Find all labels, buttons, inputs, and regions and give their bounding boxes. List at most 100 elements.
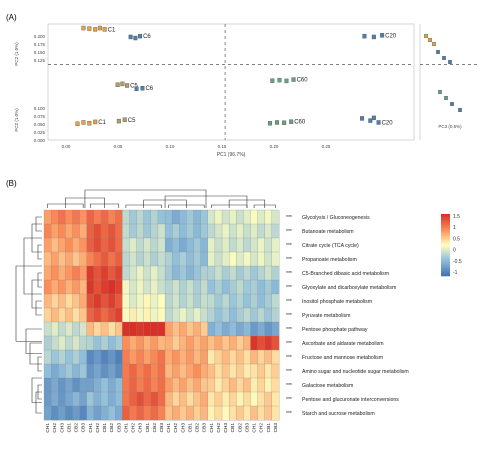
heatmap-cell	[214, 391, 223, 407]
heatmap-cell	[179, 237, 187, 253]
heatmap-cell	[107, 363, 116, 379]
y-tick-label: 0.125	[34, 58, 46, 63]
heatmap-cell	[136, 223, 145, 239]
legend-color-step	[441, 254, 450, 257]
heatmap-cell	[72, 265, 80, 281]
heatmap-cell	[172, 251, 180, 267]
heatmap-cell	[136, 363, 145, 379]
heatmap-cell	[93, 405, 102, 421]
heatmap-cell	[264, 349, 273, 365]
heatmap-cell	[221, 321, 230, 337]
heatmap-cell	[236, 335, 244, 351]
heatmap-cell	[221, 293, 230, 309]
heatmap-cell	[207, 237, 216, 253]
heatmap-cell	[214, 349, 223, 365]
y-tick-label: 0.075	[34, 114, 46, 119]
heatmap-cell	[179, 251, 187, 267]
column-label: CB2	[195, 423, 201, 433]
heatmap-cell	[115, 279, 123, 295]
heatmap-cell	[221, 251, 230, 267]
inset-point	[448, 60, 452, 65]
column-label: CB3	[273, 423, 279, 433]
row-significance: ***	[286, 327, 292, 333]
heatmap-cell	[172, 349, 180, 365]
heatmap-cell	[65, 237, 73, 253]
heatmap-cell	[250, 251, 258, 267]
heatmap-cell	[221, 279, 230, 295]
group-label: C20	[385, 33, 397, 39]
heatmap-cell	[143, 377, 152, 393]
heatmap-cell	[107, 307, 116, 323]
heatmap-cell	[164, 335, 173, 351]
group-label: C60	[297, 78, 309, 84]
group-label: C6	[143, 34, 151, 40]
heatmap-cell	[172, 405, 180, 421]
heatmap-cell	[65, 279, 73, 295]
heatmap-cell	[43, 335, 52, 351]
x-axis-title: PC1 (96.7%)	[217, 152, 246, 158]
heatmap-cell	[214, 223, 223, 239]
heatmap-cell	[200, 377, 209, 393]
heatmap-cell	[200, 223, 209, 239]
heatmap-cell	[186, 223, 194, 239]
heatmap-cell	[157, 363, 166, 379]
y-tick-label: 0.150	[34, 50, 46, 55]
heatmap-cell	[200, 279, 209, 295]
legend-color-step	[441, 265, 450, 267]
column-label: CB1	[145, 423, 151, 433]
scatter-point	[371, 115, 376, 121]
heatmap-cell	[257, 377, 266, 393]
legend-color-step	[441, 227, 450, 230]
legend-color-step	[441, 220, 450, 223]
heatmap-cell	[50, 279, 59, 295]
heatmap-cell	[58, 321, 66, 337]
legend-color-step	[441, 249, 450, 252]
heatmap-cell	[129, 293, 137, 309]
heatmap-cell	[243, 349, 251, 365]
heatmap-cell	[236, 237, 244, 253]
heatmap-cell	[250, 293, 258, 309]
heatmap-cell	[186, 335, 194, 351]
inset-axis-title: PC3 (0.5%)	[438, 124, 462, 129]
heatmap-cell	[207, 405, 216, 421]
heatmap-cell	[250, 335, 258, 351]
heatmap-cell	[107, 391, 116, 407]
scatter-point	[284, 78, 289, 84]
y-axis-title-top: PC2 (1.0%)	[14, 42, 19, 66]
row-label: C5-Branched dibasic acid metabolism	[302, 271, 389, 277]
heatmap-cell	[172, 209, 180, 225]
row-significance: ***	[286, 383, 292, 389]
heatmap-cell	[143, 405, 152, 421]
heatmap-cell	[115, 391, 123, 407]
scatter-point	[102, 27, 107, 32]
heatmap-cell	[179, 391, 187, 407]
heatmap-cell	[107, 335, 116, 351]
heatmap-cell	[129, 307, 137, 323]
legend-color-step	[441, 258, 450, 261]
heatmap-cell	[236, 349, 244, 365]
heatmap-cell	[186, 307, 194, 323]
heatmap-cell	[58, 293, 66, 309]
row-label: Pentose phosphate pathway	[302, 327, 368, 333]
heatmap-cell	[93, 265, 102, 281]
heatmap-cell	[43, 405, 52, 421]
legend-color-step	[441, 218, 450, 221]
column-label: CH3	[180, 423, 186, 433]
heatmap-cell	[136, 279, 145, 295]
heatmap-cell	[50, 209, 59, 225]
heatmap-cell	[157, 307, 166, 323]
heatmap-cell	[207, 209, 216, 225]
heatmap-cell	[229, 209, 237, 225]
heatmap-cell	[86, 265, 95, 281]
heatmap-cell	[143, 251, 152, 267]
heatmap-cell	[143, 349, 152, 365]
legend-color-step	[441, 231, 450, 233]
scatter-point	[371, 34, 376, 40]
heatmap-cell	[257, 223, 266, 239]
heatmap-cell	[93, 307, 102, 323]
row-label: Amino sugar and nucleotide sugar metabol…	[302, 369, 409, 375]
heatmap-cell	[107, 265, 116, 281]
column-label: CB1	[187, 423, 193, 433]
heatmap-cell	[172, 335, 180, 351]
heatmap-cell	[193, 335, 201, 351]
